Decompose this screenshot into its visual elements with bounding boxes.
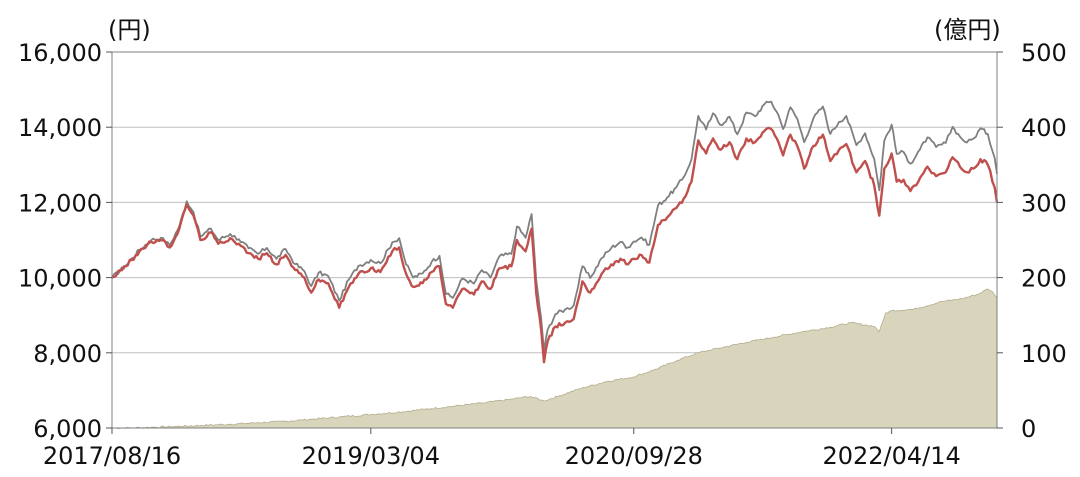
x-tick-label: 2020/09/28 (565, 442, 703, 470)
right-tick-label: 300 (1021, 189, 1067, 217)
right-tick-label: 500 (1021, 39, 1067, 67)
net-assets-area (112, 288, 998, 430)
plot-border (111, 51, 998, 429)
tick-labels: 6,000 8,000 10,000 12,000 14,000 16,000 0 100 20… (18, 39, 1067, 470)
base-price-line (111, 126, 999, 364)
left-tick-label: 12,000 (18, 189, 102, 217)
right-tick-label: 200 (1021, 265, 1067, 293)
left-axis-unit: (円) (108, 16, 151, 44)
left-tick-label: 14,000 (18, 114, 102, 142)
net-assets-area-path (112, 288, 998, 430)
left-tick-label: 8,000 (33, 340, 102, 368)
left-tick-label: 16,000 (18, 39, 102, 67)
x-tick-label: 2017/08/16 (43, 442, 181, 470)
x-tick-label: 2019/03/04 (302, 442, 440, 470)
left-tick-label: 6,000 (33, 415, 102, 443)
x-tick-label: 2022/04/14 (822, 442, 960, 470)
right-tick-label: 100 (1021, 340, 1067, 368)
grid-lines (112, 51, 997, 354)
right-axis-unit: (億円) (934, 16, 1001, 44)
right-tick-label: 400 (1021, 114, 1067, 142)
dividend-reinvested-price-line (111, 100, 998, 353)
plot-frame (106, 51, 1003, 434)
left-tick-label: 10,000 (18, 265, 102, 293)
price-lines (111, 100, 999, 364)
right-tick-label: 0 (1021, 415, 1036, 443)
